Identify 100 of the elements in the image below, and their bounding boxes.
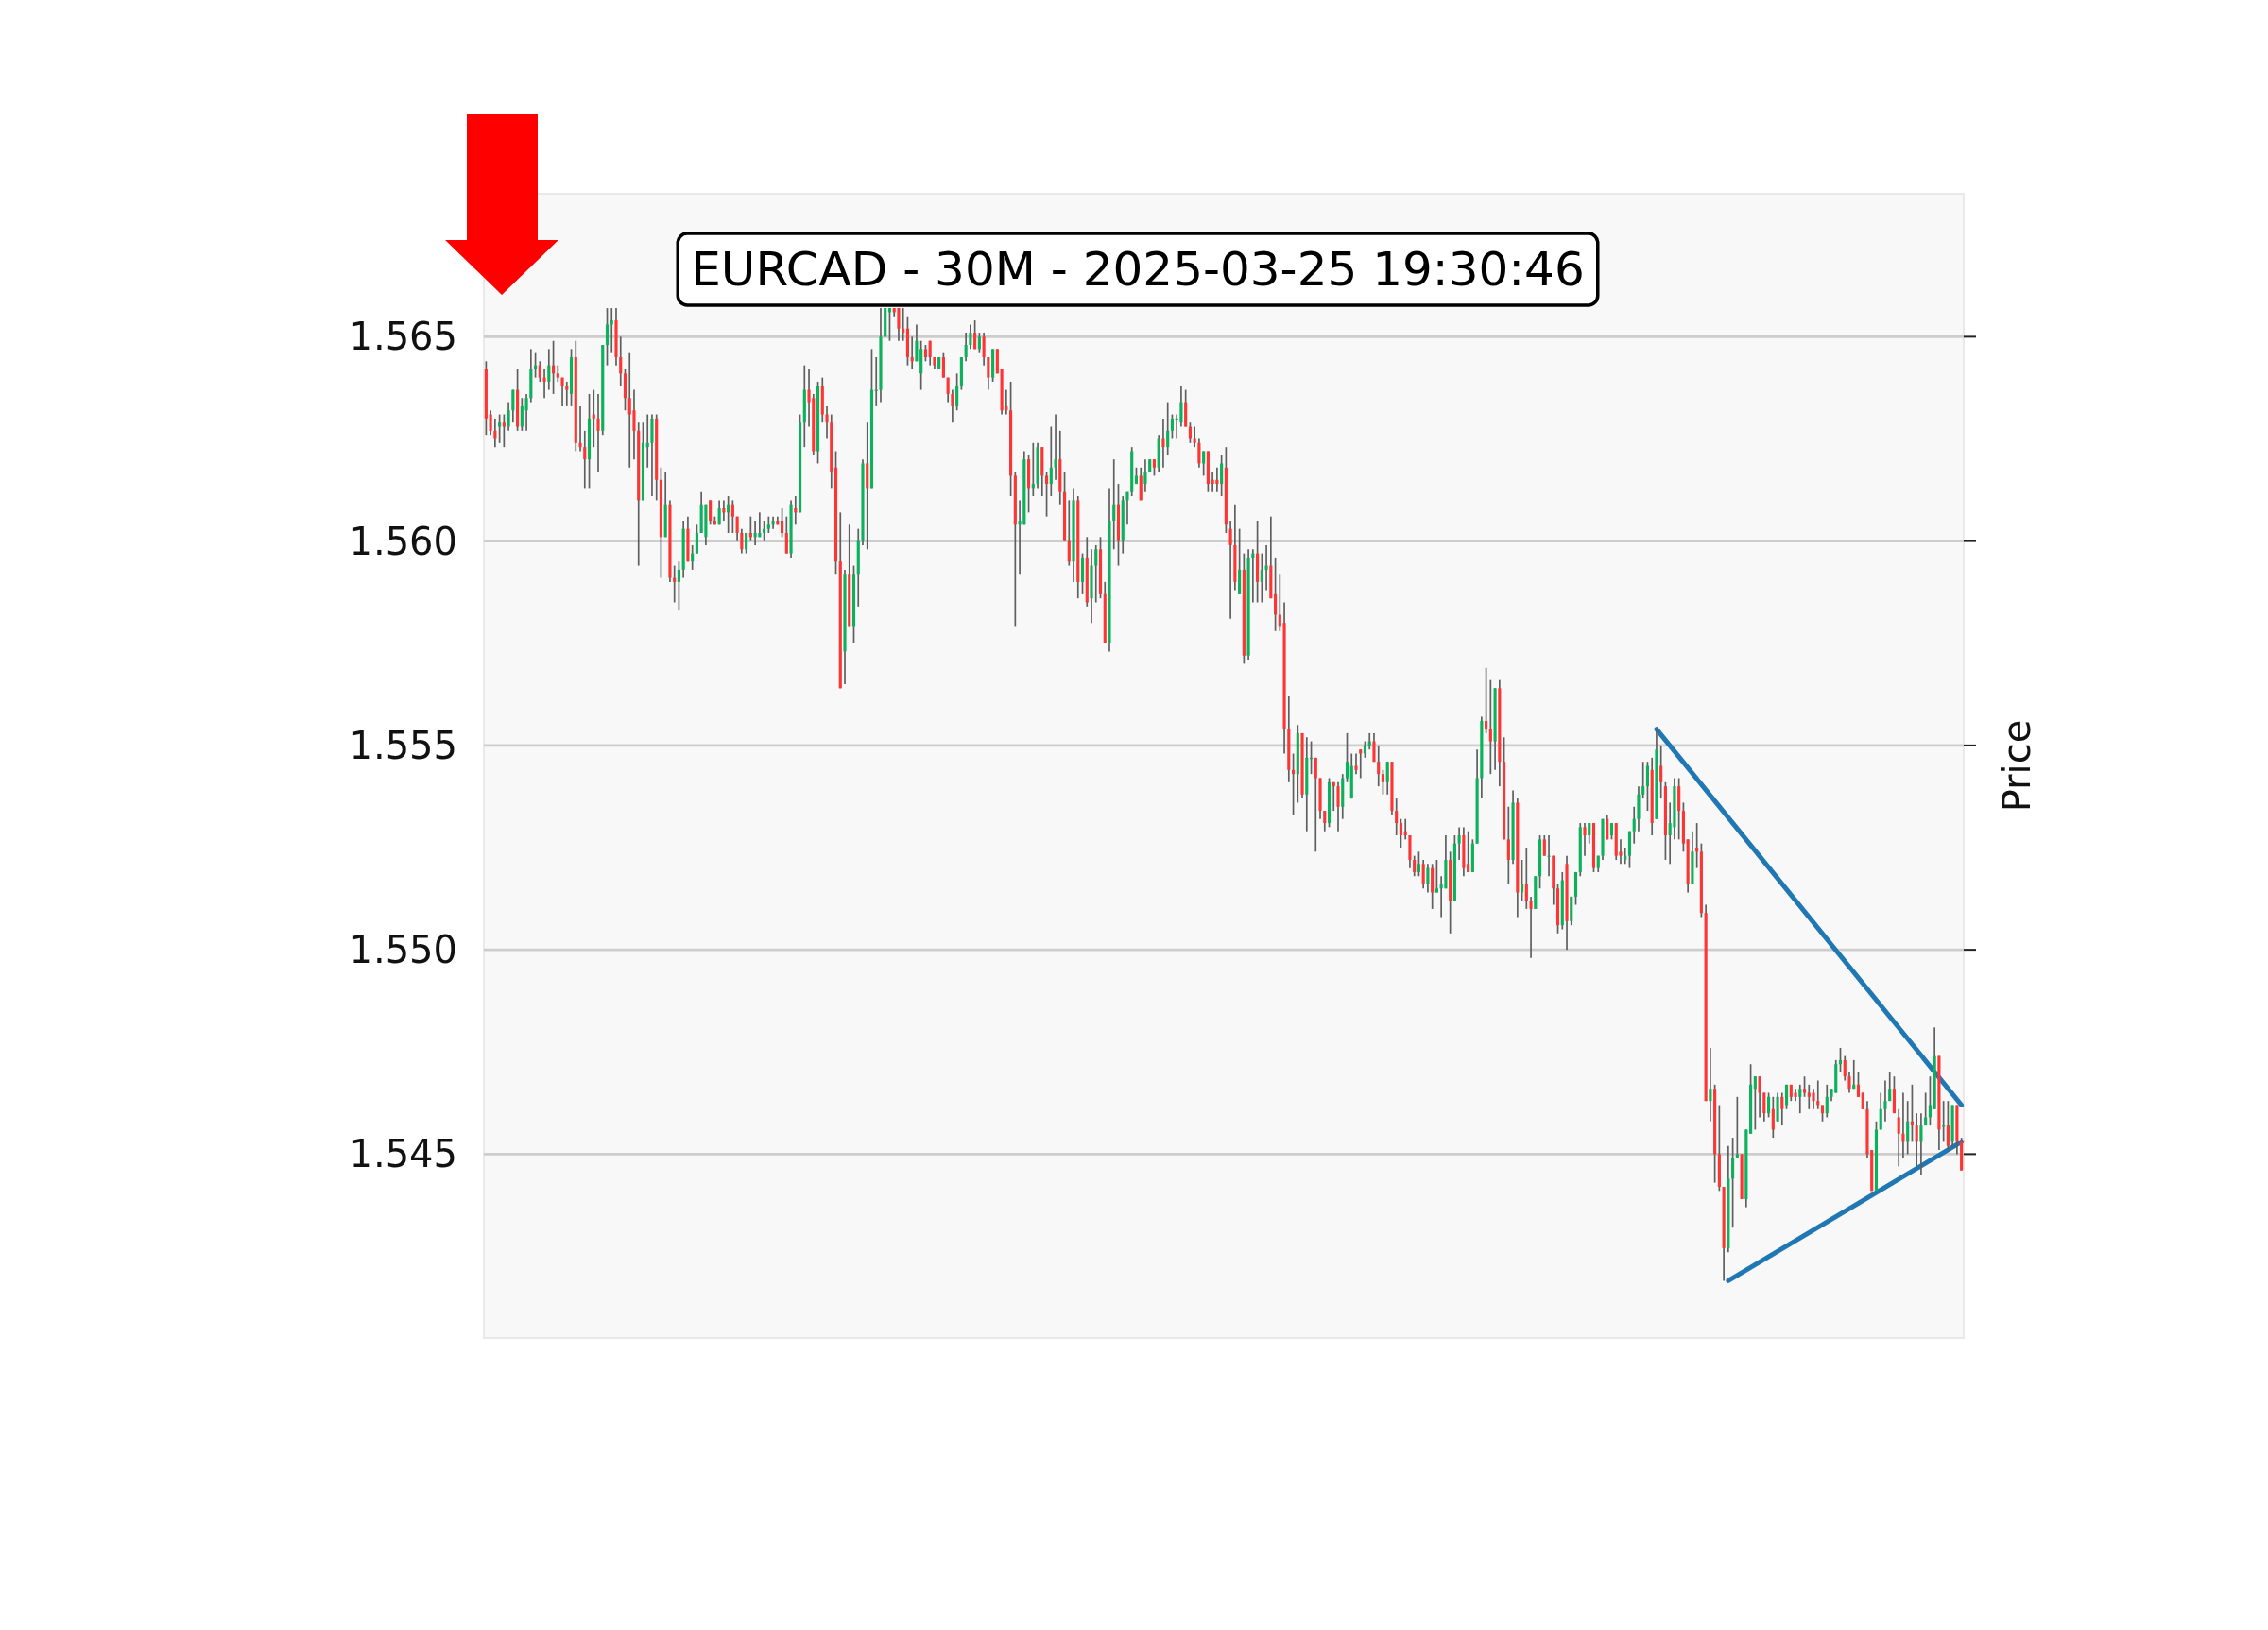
candlestick bbox=[1883, 1079, 1887, 1123]
candlestick bbox=[1426, 863, 1430, 894]
candlestick bbox=[632, 388, 636, 460]
candlestick bbox=[547, 348, 551, 391]
candlestick bbox=[677, 560, 680, 611]
candlestick bbox=[1606, 814, 1609, 841]
candlestick bbox=[560, 376, 564, 407]
candlestick bbox=[1166, 401, 1170, 456]
candlestick bbox=[1780, 1091, 1784, 1126]
candlestick bbox=[951, 388, 954, 424]
candlestick bbox=[987, 356, 990, 391]
candlestick bbox=[1372, 732, 1376, 764]
text: EURCAD - 30M - 2025-03-25 19:30:46 bbox=[691, 242, 1585, 297]
candlestick bbox=[1197, 438, 1201, 469]
candlestick bbox=[1385, 761, 1389, 796]
candlestick bbox=[1542, 834, 1546, 857]
candlestick bbox=[1435, 859, 1438, 894]
candlestick bbox=[1843, 1055, 1847, 1082]
candlestick bbox=[578, 405, 582, 453]
candlestick bbox=[619, 335, 623, 387]
candlestick bbox=[1421, 859, 1425, 890]
candlestick bbox=[1946, 1100, 1950, 1151]
candlestick bbox=[502, 413, 506, 448]
candlestick bbox=[1112, 458, 1116, 551]
candlestick bbox=[1901, 1091, 1905, 1159]
candlestick bbox=[1170, 413, 1174, 440]
candlestick bbox=[596, 393, 600, 472]
candlestick bbox=[1632, 805, 1636, 845]
candlestick bbox=[1919, 1112, 1923, 1175]
y-tick-label: 1.545 bbox=[349, 1132, 457, 1176]
candlestick bbox=[1314, 757, 1317, 853]
candlestick bbox=[1161, 418, 1165, 469]
candlestick bbox=[1709, 1047, 1712, 1123]
candlestick bbox=[1856, 1072, 1861, 1098]
candlestick bbox=[520, 397, 524, 432]
candlestick bbox=[1659, 745, 1663, 799]
candlestick bbox=[1359, 748, 1363, 780]
candlestick bbox=[565, 381, 569, 407]
candlestick bbox=[1395, 798, 1399, 836]
candlestick bbox=[1354, 752, 1358, 775]
candlestick bbox=[784, 515, 788, 555]
candlestick bbox=[1798, 1084, 1802, 1114]
candlestick bbox=[1762, 1091, 1766, 1123]
candlestick bbox=[1323, 810, 1327, 832]
candlestick bbox=[1753, 1075, 1757, 1131]
candlestick bbox=[1906, 1100, 1910, 1156]
candlestick bbox=[964, 332, 968, 363]
candlestick bbox=[1641, 761, 1645, 799]
candlestick bbox=[1645, 761, 1650, 812]
candlestick bbox=[1888, 1072, 1892, 1102]
candlestick bbox=[524, 393, 528, 432]
candlestick bbox=[695, 523, 698, 555]
candlestick bbox=[511, 388, 515, 424]
candlestick bbox=[1413, 854, 1417, 878]
candlestick bbox=[1771, 1095, 1775, 1139]
candlestick bbox=[973, 319, 977, 351]
candlestick bbox=[1143, 458, 1147, 493]
candlestick bbox=[1731, 1137, 1735, 1229]
candlestick bbox=[538, 360, 541, 383]
candlestick bbox=[969, 323, 972, 351]
candlestick bbox=[735, 515, 739, 542]
candlestick bbox=[709, 499, 713, 526]
candlestick bbox=[1825, 1084, 1829, 1119]
candlestick bbox=[1847, 1072, 1851, 1094]
candlestick bbox=[1067, 499, 1071, 567]
y-tick-label: 1.565 bbox=[349, 315, 457, 359]
candlestick bbox=[955, 372, 959, 412]
candlestick bbox=[1488, 678, 1492, 775]
candlestick bbox=[1377, 745, 1381, 787]
candlestick bbox=[1521, 859, 1524, 902]
candlestick bbox=[946, 376, 950, 403]
candlestick bbox=[1044, 471, 1049, 518]
candlestick bbox=[542, 369, 546, 400]
candlestick bbox=[1188, 421, 1192, 444]
candlestick bbox=[1915, 1112, 1918, 1168]
candlestick bbox=[1758, 1075, 1761, 1119]
candlestick bbox=[1735, 1095, 1739, 1159]
candlestick bbox=[1897, 1107, 1900, 1168]
candlestick bbox=[1202, 450, 1206, 477]
candlestick bbox=[489, 409, 492, 437]
y-axis-title: Price bbox=[1995, 719, 2038, 813]
candlestick bbox=[1583, 822, 1587, 857]
candlestick bbox=[1467, 830, 1470, 873]
candlestick bbox=[717, 499, 721, 526]
candlestick bbox=[1485, 666, 1488, 734]
candlestick bbox=[1054, 413, 1057, 481]
candlestick bbox=[1802, 1075, 1807, 1098]
candlestick bbox=[507, 401, 510, 432]
candlestick bbox=[1179, 385, 1183, 428]
candlestick bbox=[1529, 896, 1533, 959]
candlestick bbox=[1457, 826, 1461, 861]
candlestick bbox=[583, 430, 587, 489]
y-tick-label: 1.550 bbox=[349, 928, 457, 972]
candlestick bbox=[1767, 1091, 1771, 1119]
candlestick bbox=[781, 507, 784, 539]
candlestick bbox=[1125, 490, 1129, 526]
candlestick bbox=[1812, 1088, 1815, 1110]
y-tick-label: 1.560 bbox=[349, 519, 457, 563]
candlestick bbox=[982, 332, 986, 367]
candlestick bbox=[1417, 850, 1420, 878]
